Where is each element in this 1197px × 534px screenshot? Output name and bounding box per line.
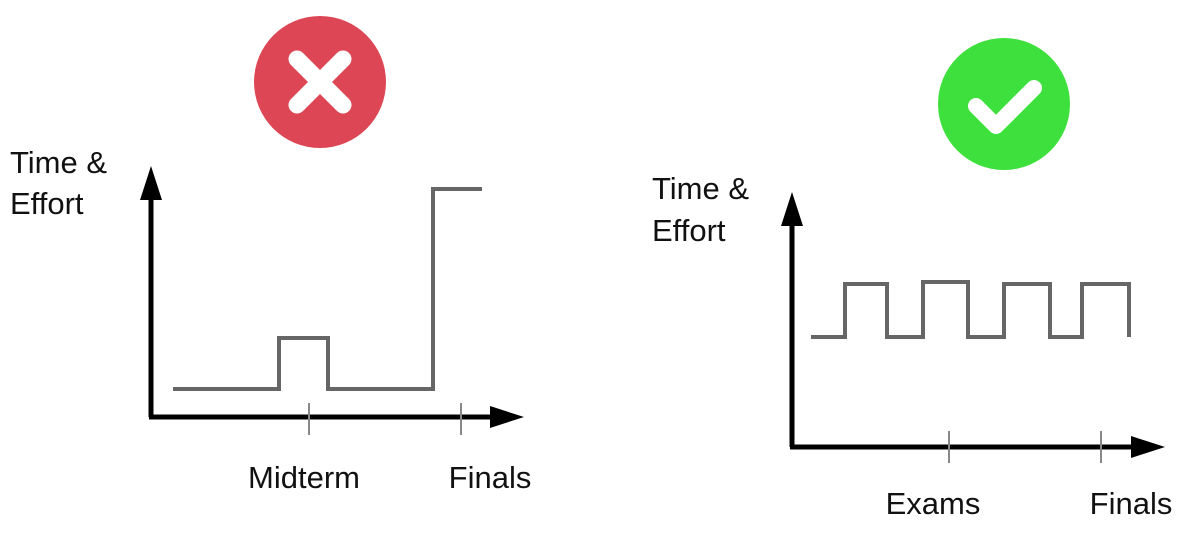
right-tick-label-exams: Exams [886, 486, 981, 521]
left-panel: Time & Effort Midterm Finals [10, 16, 531, 495]
check-icon-circle [938, 38, 1070, 170]
left-x-axis [149, 406, 524, 428]
right-ylabel-line1: Time & [652, 171, 749, 206]
left-y-axis [140, 166, 162, 417]
right-x-arrowhead [1131, 436, 1165, 458]
right-tick-label-finals: Finals [1090, 486, 1173, 521]
left-ylabel-line1: Time & [10, 145, 107, 180]
right-y-arrowhead [781, 192, 803, 226]
right-y-axis [781, 192, 803, 447]
right-ylabel-line2: Effort [652, 213, 726, 248]
right-panel: Time & Effort Exams Finals [652, 38, 1172, 521]
x-icon [254, 16, 386, 148]
right-x-axis [790, 436, 1165, 458]
left-ylabel-line2: Effort [10, 186, 84, 221]
check-icon-mark [968, 80, 1042, 134]
left-x-arrowhead [490, 406, 524, 428]
right-effort-line [811, 280, 1131, 339]
x-icon-stroke-b [288, 50, 352, 114]
check-icon [938, 38, 1070, 170]
left-tick-label-finals: Finals [449, 460, 532, 495]
left-tick-label-midterm: Midterm [248, 460, 360, 495]
left-effort-line [173, 187, 482, 391]
left-y-arrowhead [140, 166, 162, 200]
